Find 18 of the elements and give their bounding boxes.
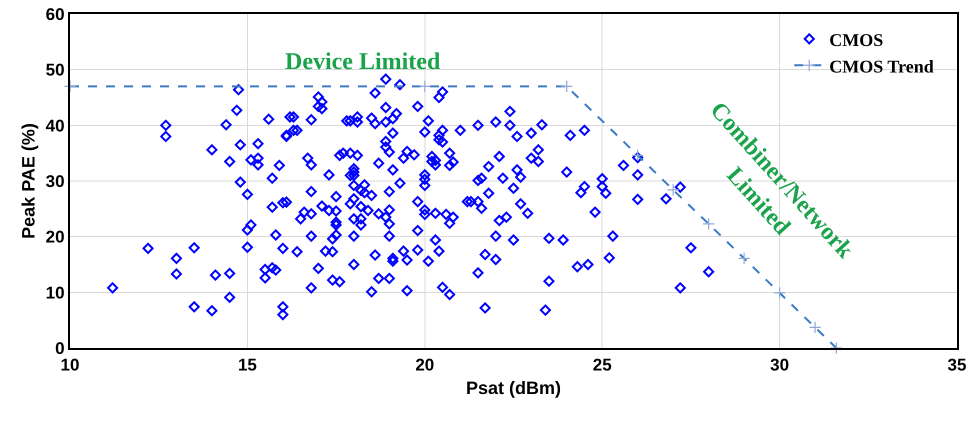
y-tick-label: 50 [46,60,65,80]
x-tick-label: 25 [592,355,612,374]
x-axis-title: Psat (dBm) [466,378,562,398]
x-tick-label: 10 [60,355,80,374]
x-tick-label: 30 [770,355,790,374]
y-tick-label: 60 [46,4,65,24]
y-tick-label: 10 [46,283,65,302]
y-tick-label: 0 [55,338,65,358]
y-tick-label: 30 [46,172,65,191]
x-tick-label: 35 [948,355,966,374]
legend-label: CMOS [829,30,884,50]
annotation: Device Limited [285,49,441,75]
y-tick-label: 20 [46,228,65,247]
legend-label: CMOS Trend [829,56,934,76]
y-tick-label: 40 [46,116,65,136]
x-tick-label: 20 [415,355,434,374]
x-tick-label: 15 [238,355,257,374]
y-axis-title: Peak PAE (%) [18,123,38,239]
